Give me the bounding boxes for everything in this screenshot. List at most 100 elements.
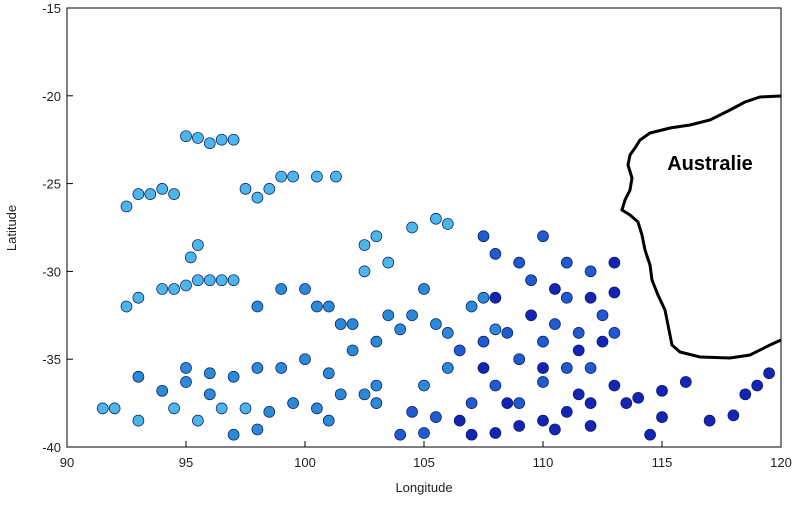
point [370,230,383,243]
point [311,170,323,183]
point [334,318,347,330]
point [477,335,490,348]
point [608,256,621,269]
point [430,212,442,225]
point [370,397,383,409]
point [203,137,216,150]
y-tick-label: -30 [42,264,61,279]
point [608,286,621,299]
x-tick-label: 120 [770,455,792,470]
point [549,423,561,436]
y-tick-label: -20 [42,89,61,104]
point [465,428,478,441]
point [572,388,585,401]
point [287,170,299,183]
point [537,335,549,348]
point [513,256,526,269]
point [584,291,597,304]
point [251,300,264,313]
point [203,388,216,401]
y-tick-label: -40 [42,440,61,455]
point [299,353,311,366]
point [644,428,656,441]
point [584,265,597,278]
point [358,265,371,278]
point [430,318,442,330]
point [330,170,342,183]
point [406,309,418,322]
x-tick-label: 100 [294,455,316,470]
point [322,300,335,313]
point [584,397,597,409]
point [358,388,371,401]
y-tick-label: -15 [42,1,61,16]
x-tick-label: 110 [533,455,554,470]
point [739,388,752,401]
point [120,300,133,313]
point [656,411,668,423]
point [441,327,454,339]
point [192,132,204,144]
point [679,376,692,388]
point [156,283,169,295]
point [311,402,323,415]
point [370,379,383,392]
point [453,414,466,427]
point [513,353,526,366]
point [168,188,180,200]
point [465,300,478,313]
point [346,344,359,357]
point [537,230,549,243]
point [215,133,228,146]
point [192,414,204,427]
point [394,323,407,336]
point [477,230,490,243]
coastline [620,94,782,360]
point [418,427,430,439]
point [584,362,597,374]
point [489,323,502,336]
point [168,402,180,415]
point [560,406,573,418]
point [168,283,180,295]
point [156,384,169,397]
x-tick-label: 105 [413,455,435,470]
point [192,274,204,287]
point [549,318,561,330]
point [299,283,311,295]
point [453,344,466,357]
point [251,362,264,374]
point [275,170,288,183]
annotation: Australie [667,153,753,175]
point [180,279,192,292]
point [406,221,418,234]
point [418,379,430,392]
point [560,291,573,304]
point [251,423,264,436]
point [346,318,359,330]
point [239,402,252,415]
point [406,406,418,418]
point [763,367,775,380]
point [608,327,621,339]
point [132,188,145,200]
point [322,414,335,427]
point [120,200,133,213]
point [156,183,169,195]
point [227,428,240,441]
x-tick-label: 115 [652,455,673,470]
point [322,367,335,380]
point [489,247,502,260]
point [132,291,145,304]
point [525,274,537,287]
point [513,420,526,432]
point [108,402,121,415]
point [382,309,395,322]
point [584,420,597,432]
point [560,362,573,374]
point [537,362,549,374]
point [477,362,490,374]
point [251,191,264,204]
